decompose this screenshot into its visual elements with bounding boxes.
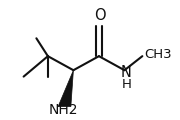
Text: N: N xyxy=(121,65,132,80)
Text: CH3: CH3 xyxy=(144,48,172,61)
Text: NH2: NH2 xyxy=(49,103,79,117)
Text: H: H xyxy=(122,78,131,91)
Polygon shape xyxy=(58,70,73,107)
Text: O: O xyxy=(94,8,105,23)
